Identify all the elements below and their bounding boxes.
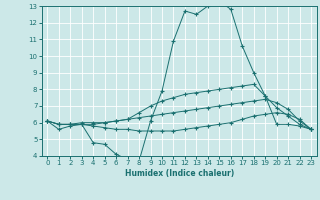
X-axis label: Humidex (Indice chaleur): Humidex (Indice chaleur): [124, 169, 234, 178]
